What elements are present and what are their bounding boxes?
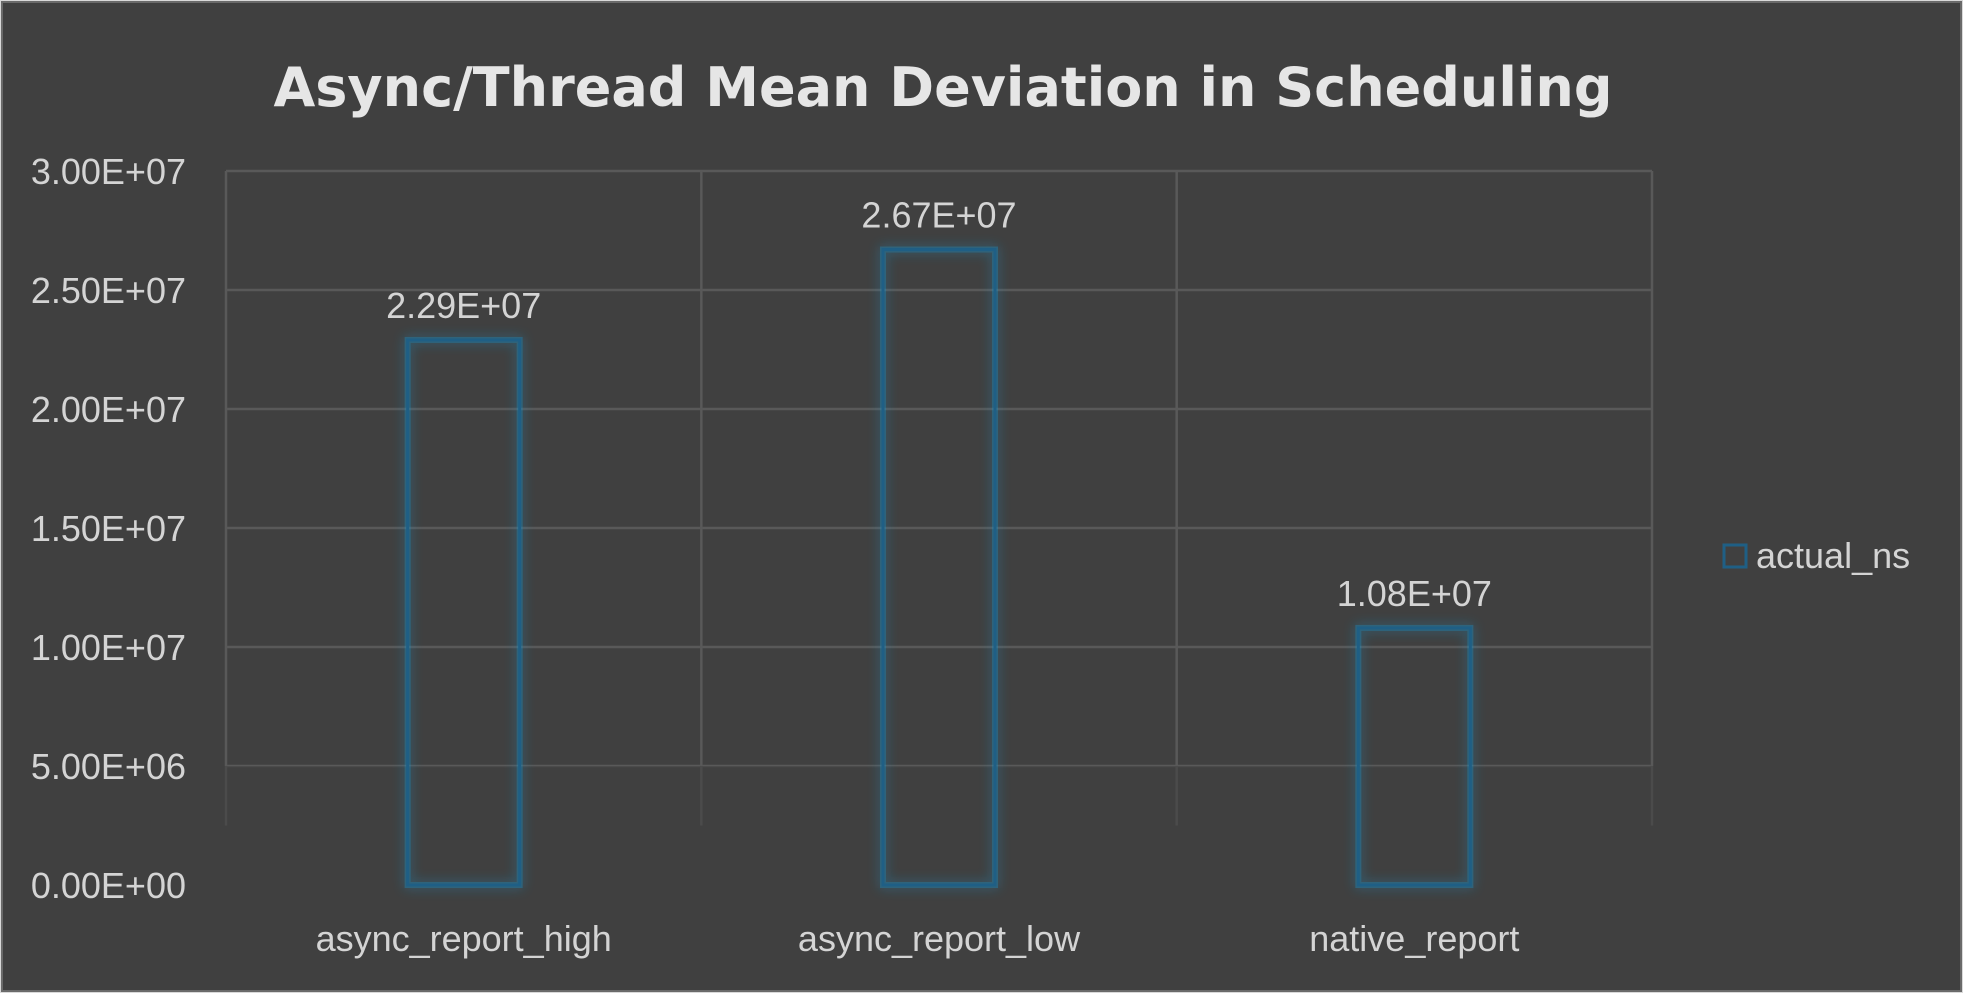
bar	[881, 248, 997, 887]
bar	[1356, 626, 1472, 887]
legend-swatch	[1722, 543, 1748, 569]
y-tick-label: 1.00E+07	[31, 627, 186, 668]
y-tick-label: 5.00E+06	[31, 746, 186, 787]
y-axis-ticks: 0.00E+00 5.00E+06 1.00E+07 1.50E+07 2.00E+07…	[31, 151, 186, 906]
y-tick-label: 2.00E+07	[31, 389, 186, 430]
data-label: 2.29E+07	[386, 285, 541, 326]
x-category-label: native_report	[1309, 918, 1519, 959]
x-axis-categories: async_report_high async_report_low native_…	[316, 918, 1520, 959]
gridlines	[224, 169, 1654, 889]
chart-title: Async/Thread Mean Deviation in Schedulin…	[274, 56, 1613, 119]
x-category-label: async_report_low	[798, 918, 1081, 959]
y-tick-label: 1.50E+07	[31, 508, 186, 549]
bar	[406, 338, 522, 887]
x-category-label: async_report_high	[316, 918, 612, 959]
y-tick-label: 3.00E+07	[31, 151, 186, 192]
y-tick-label: 2.50E+07	[31, 270, 186, 311]
data-labels: 2.29E+07 2.67E+07 1.08E+07	[386, 195, 1492, 614]
bars	[404, 246, 1474, 889]
legend-label: actual_ns	[1756, 535, 1910, 576]
legend: actual_ns	[1722, 535, 1910, 576]
grid-fade	[224, 766, 1654, 889]
data-label: 2.67E+07	[861, 195, 1016, 236]
data-label: 1.08E+07	[1337, 573, 1492, 614]
y-tick-label: 0.00E+00	[31, 865, 186, 906]
